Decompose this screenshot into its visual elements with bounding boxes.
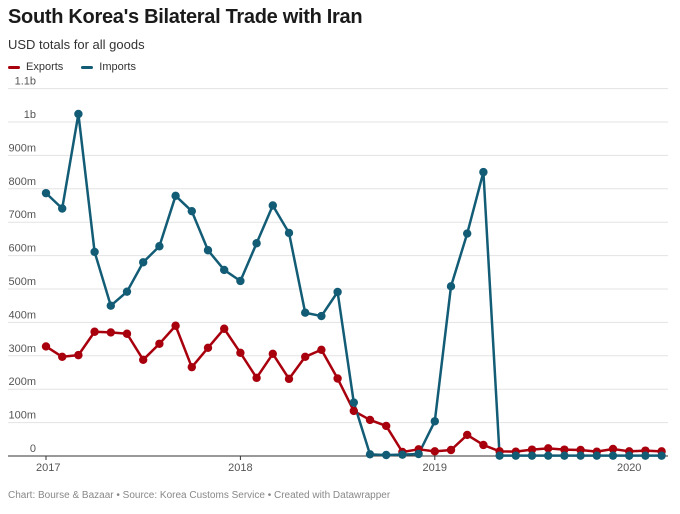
data-point-imports: [592, 451, 601, 460]
data-point-exports: [41, 342, 51, 351]
data-point-imports: [382, 450, 391, 460]
data-point-imports: [268, 201, 277, 210]
data-point-exports: [560, 445, 569, 454]
data-point-exports: [268, 349, 277, 358]
data-point-exports: [139, 355, 148, 365]
data-point-imports: [139, 258, 148, 267]
x-tick-label: 2018: [228, 462, 252, 474]
y-tick-label: 1.1b: [15, 76, 36, 88]
data-point-exports: [301, 352, 310, 362]
grid-layer: [8, 88, 668, 460]
data-point-imports: [544, 451, 553, 460]
data-point-exports: [446, 445, 456, 455]
data-point-imports: [90, 247, 99, 257]
y-tick-label: 800m: [8, 176, 36, 188]
chart-title: South Korea's Bilateral Trade with Iran: [8, 6, 363, 28]
legend-label-exports: Exports: [26, 61, 64, 73]
data-point-exports: [187, 362, 196, 372]
y-tick-label: 0: [30, 443, 36, 455]
data-point-exports: [106, 328, 116, 337]
data-point-imports: [414, 449, 423, 459]
data-point-exports: [349, 406, 358, 416]
y-tick-label: 700m: [8, 209, 36, 221]
data-point-imports: [187, 206, 196, 216]
data-point-imports: [236, 276, 245, 286]
data-point-imports: [560, 451, 569, 460]
data-point-imports: [608, 451, 618, 460]
data-point-imports: [301, 308, 310, 317]
data-point-imports: [333, 287, 342, 297]
data-point-imports: [657, 451, 666, 460]
data-point-imports: [463, 229, 472, 238]
y-tick-label: 400m: [8, 309, 36, 321]
data-point-exports: [74, 350, 83, 360]
data-point-imports: [479, 167, 488, 177]
y-tick-label: 300m: [8, 343, 36, 355]
y-tick-label: 1b: [24, 109, 36, 121]
data-point-exports: [608, 444, 618, 454]
data-point-imports: [284, 228, 294, 238]
data-point-exports: [122, 329, 132, 338]
data-point-imports: [349, 398, 358, 407]
data-point-imports: [252, 239, 261, 248]
data-point-imports: [625, 451, 634, 460]
data-point-imports: [74, 109, 83, 119]
y-tick-label: 100m: [8, 410, 36, 422]
data-point-exports: [58, 352, 67, 362]
label-layer: 0 100m 200m 300m 400m 500m 600m 700m 800m 900m 1b 1…: [8, 76, 641, 474]
data-point-imports: [398, 450, 407, 459]
data-point-imports: [527, 451, 537, 460]
data-point-exports: [203, 343, 213, 352]
data-point-exports: [527, 445, 537, 454]
y-tick-label: 900m: [8, 142, 36, 154]
chart-footer: Chart: Bourse & Bazaar • Source: Korea C…: [8, 490, 391, 501]
series-layer: [41, 109, 666, 460]
data-point-exports: [382, 421, 391, 431]
data-point-imports: [641, 451, 650, 460]
data-point-imports: [511, 451, 520, 460]
data-point-imports: [106, 301, 116, 310]
y-tick-label: 500m: [8, 276, 36, 288]
legend-item-exports: Exports: [8, 61, 63, 73]
data-point-imports: [430, 417, 439, 426]
data-point-exports: [317, 345, 326, 354]
data-point-exports: [155, 339, 164, 348]
data-point-imports: [220, 265, 229, 275]
chart-legend: Exports Imports: [8, 61, 136, 73]
data-point-imports: [576, 451, 585, 460]
y-tick-label: 600m: [8, 243, 36, 255]
data-point-exports: [171, 321, 180, 330]
data-point-imports: [365, 450, 375, 459]
data-point-exports: [220, 324, 229, 333]
x-tick-label: 2017: [36, 462, 60, 474]
data-point-imports: [171, 191, 180, 201]
x-tick-label: 2020: [617, 462, 641, 474]
legend-item-imports: Imports: [81, 61, 136, 73]
data-point-exports: [333, 374, 342, 383]
data-point-exports: [90, 327, 99, 336]
data-point-exports: [544, 444, 553, 453]
data-point-exports: [479, 440, 488, 450]
legend-swatch-imports: [81, 65, 94, 69]
y-tick-label: 200m: [8, 376, 36, 388]
data-point-imports: [446, 282, 456, 291]
x-tick-label: 2019: [423, 462, 447, 474]
data-point-imports: [41, 188, 51, 198]
data-point-exports: [284, 374, 294, 384]
legend-label-imports: Imports: [99, 61, 136, 73]
data-point-imports: [122, 287, 132, 296]
chart-subtitle: USD totals for all goods: [8, 37, 145, 52]
data-point-imports: [155, 242, 164, 251]
data-point-imports: [58, 204, 67, 213]
data-point-imports: [317, 311, 326, 321]
data-point-imports: [203, 246, 213, 255]
legend-swatch-exports: [8, 65, 20, 69]
data-point-exports: [430, 447, 439, 456]
data-point-exports: [365, 415, 375, 425]
data-point-imports: [495, 451, 504, 460]
data-point-exports: [252, 373, 261, 383]
data-point-exports: [236, 348, 245, 357]
data-point-exports: [463, 430, 472, 440]
